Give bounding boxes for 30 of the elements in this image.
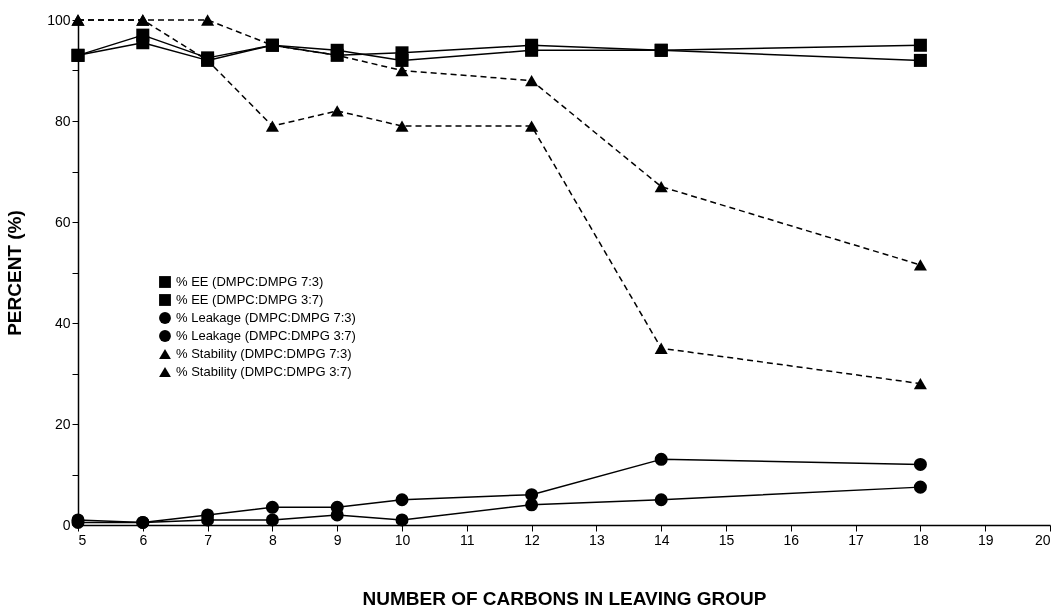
x-axis-title: NUMBER OF CARBONS IN LEAVING GROUP [362,587,767,609]
legend-label: % EE (DMPC:DMPG 3:7) [176,292,324,307]
x-tick-label: 7 [204,531,213,548]
legend-label: % Stability (DMPC:DMPG 7:3) [176,346,352,361]
x-tick-label: 18 [913,531,929,548]
x-tick-label: 16 [783,531,800,548]
y-axis-title: PERCENT (%) [4,210,26,336]
x-tick-label: 19 [977,531,994,548]
x-tick-label: 20 [1034,531,1051,548]
x-tick-label: 12 [524,531,541,548]
x-tick-label: 9 [333,531,342,548]
y-tick-label: 20 [54,415,71,432]
x-tick-label: 15 [718,531,735,548]
x-tick-label: 6 [139,531,148,548]
x-tick-label: 11 [460,531,475,548]
x-tick-label: 14 [653,531,670,548]
legend-label: % Leakage (DMPC:DMPG 7:3) [176,310,356,325]
legend-label: % Stability (DMPC:DMPG 3:7) [176,364,352,379]
x-tick-label: 10 [394,531,411,548]
y-tick-label: 100 [47,11,71,28]
y-tick-label: 0 [62,516,71,533]
legend-label: % EE (DMPC:DMPG 7:3) [176,274,324,289]
x-tick-label: 5 [78,531,87,548]
y-tick-label: 60 [54,213,71,230]
legend-label: % Leakage (DMPC:DMPG 3:7) [176,328,356,343]
x-tick-label: 17 [848,531,865,548]
x-tick-label: 13 [589,531,605,548]
x-tick-label: 8 [269,531,277,548]
y-tick-label: 40 [54,314,71,331]
y-tick-label: 80 [54,112,71,129]
